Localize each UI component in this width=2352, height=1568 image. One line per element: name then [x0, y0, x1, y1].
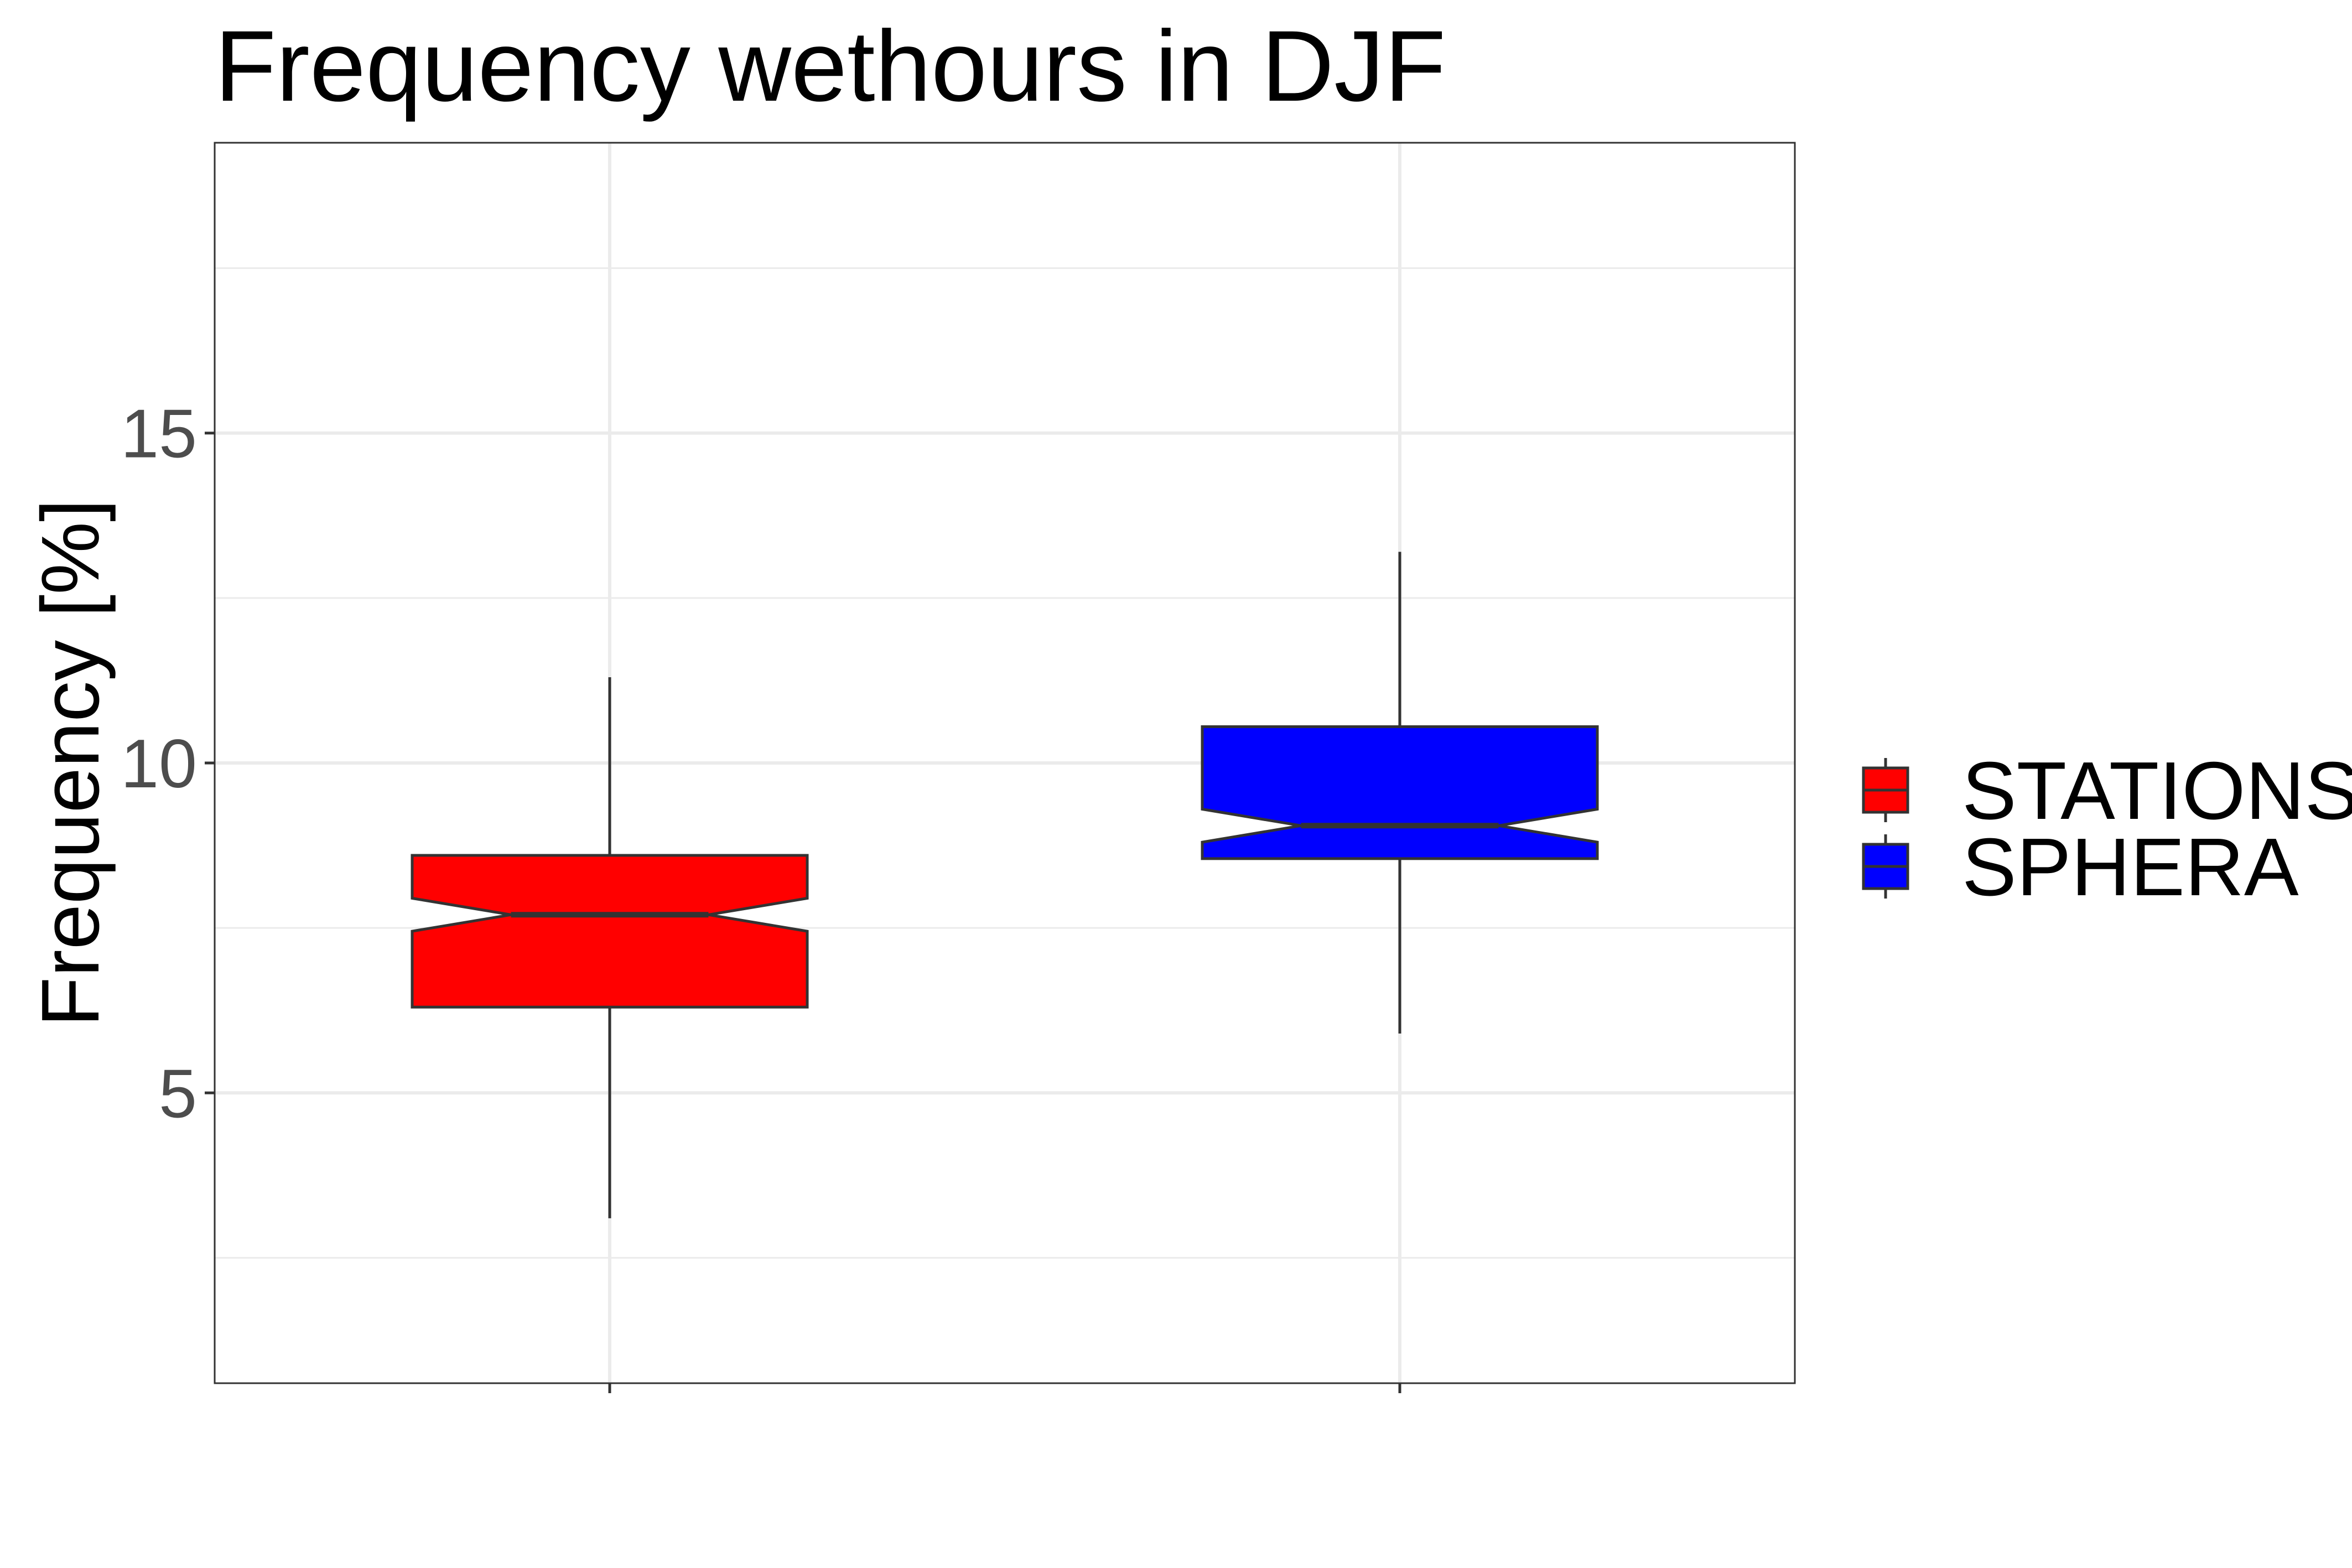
legend-label: SPHERA	[1962, 822, 2299, 913]
y-axis: 5 10 15	[121, 396, 215, 1132]
box-sphera	[1201, 552, 1599, 1034]
box-series	[411, 552, 1599, 1218]
y-tick-label: 10	[121, 726, 197, 802]
legend-item-stations: STATIONS	[1862, 745, 2352, 837]
legend-label: STATIONS	[1962, 745, 2352, 837]
legend-item-sphera: SPHERA	[1862, 822, 2299, 913]
y-axis-label: Frequency [%]	[25, 499, 116, 1027]
box-body	[411, 854, 809, 1009]
chart-title: Frequency wethours in DJF	[215, 9, 1446, 122]
box-body	[1201, 725, 1599, 860]
box-stations	[411, 677, 809, 1218]
y-tick-label: 15	[121, 396, 197, 473]
x-axis	[608, 1383, 1401, 1393]
y-tick-label: 5	[159, 1056, 197, 1132]
